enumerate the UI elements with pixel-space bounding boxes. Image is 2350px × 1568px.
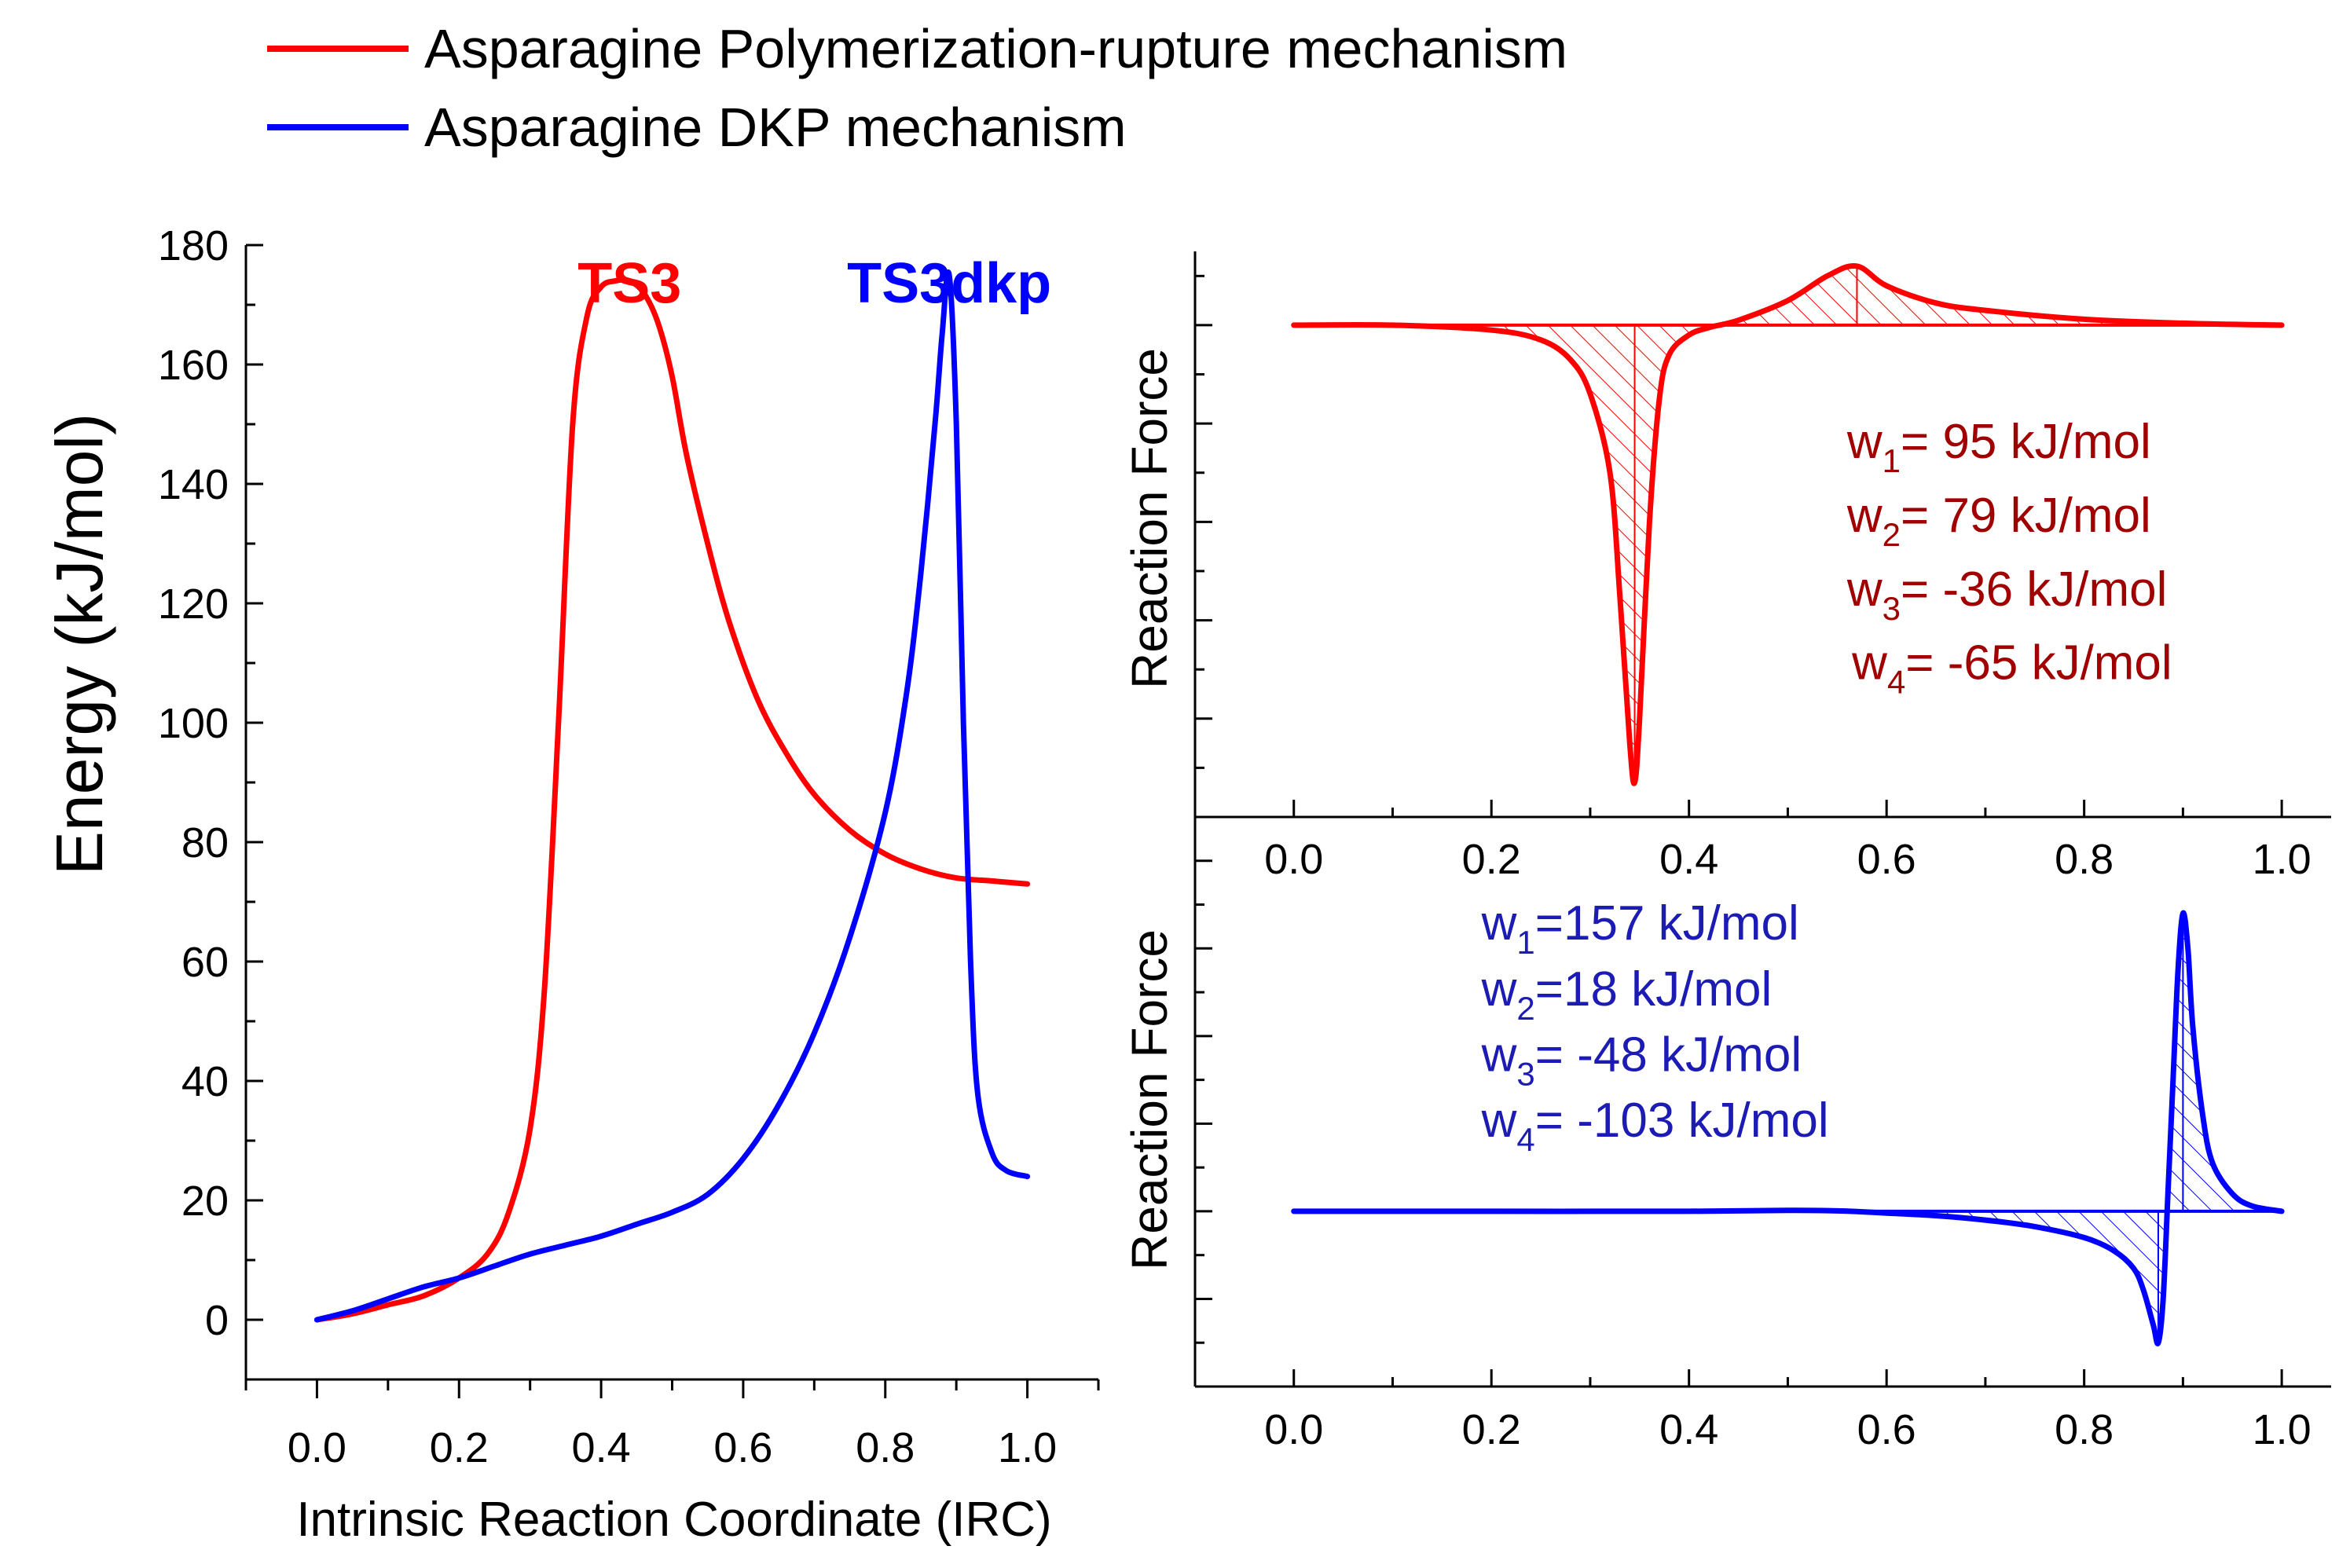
- energy-x-tick-label: 0.0: [288, 1424, 346, 1471]
- energy-line-dkp: [313, 269, 1031, 1323]
- legend-label-blue: Asparagine DKP mechanism: [424, 97, 1127, 158]
- energy-y-tick-label: 180: [158, 222, 229, 269]
- energy-x-ticks: 0.0 0.2 0.4 0.6 0.8 1.0: [244, 1379, 1100, 1471]
- force-red-work-label-4: w4= -65 kJ/mol: [1851, 636, 2172, 701]
- force-red-work-label-3: w3= -36 kJ/mol: [1846, 562, 2168, 627]
- force-red-x-tick-label: 0.4: [1659, 836, 1718, 883]
- force-blue-work-label-1: w1=157 kJ/mol: [1481, 896, 1799, 961]
- force-red-y-ticks: [1195, 274, 1212, 819]
- energy-x-tick-label: 0.8: [856, 1424, 915, 1471]
- energy-y-tick-label: 160: [158, 342, 229, 389]
- force-blue-y-axis-label: Reaction Force: [1121, 929, 1178, 1270]
- force-red-x-tick-label: 1.0: [2253, 836, 2312, 883]
- force-red-x-tick-label: 0.6: [1857, 836, 1916, 883]
- energy-y-tick-label: 0: [205, 1297, 229, 1344]
- energy-y-tick-label: 140: [158, 461, 229, 508]
- force-blue-x-tick-label: 0.0: [1264, 1406, 1323, 1453]
- energy-x-tick-label: 1.0: [998, 1424, 1057, 1471]
- force-red-work-label-1: w1= 95 kJ/mol: [1846, 415, 2151, 479]
- force-blue-x-tick-label: 0.6: [1857, 1406, 1916, 1453]
- energy-x-tick-label: 0.6: [713, 1424, 772, 1471]
- energy-annotation-ts3: TS3: [577, 252, 681, 315]
- energy-x-axis-label: Intrinsic Reaction Coordinate (IRC): [296, 1493, 1051, 1547]
- force-blue-x-tick-label: 0.8: [2055, 1406, 2114, 1453]
- energy-curves: [313, 269, 1031, 1323]
- force-blue-work-label-3: w3= -48 kJ/mol: [1481, 1028, 1802, 1092]
- legend-label-red: Asparagine Polymerization-rupture mechan…: [424, 18, 1567, 79]
- energy-line-polymerization: [313, 277, 1031, 1323]
- energy-y-ticks: 0 20 40 60 80 100 120 140 160 180: [158, 222, 263, 1381]
- force-red-work-label-2: w2= 79 kJ/mol: [1846, 489, 2151, 553]
- energy-y-tick-label: 80: [181, 819, 229, 866]
- force-blue-x-tick-label: 0.4: [1659, 1406, 1718, 1453]
- force-red-force-line: [1291, 262, 2285, 786]
- legend: Asparagine Polymerization-rupture mechan…: [267, 18, 1567, 158]
- force-blue-y-ticks: [1195, 815, 1212, 1388]
- energy-chart: 0 20 40 60 80 100 120 140 160 180 0.0 0.2 0.4 0.6 0.8…: [42, 222, 1100, 1547]
- energy-x-tick-label: 0.4: [572, 1424, 631, 1471]
- force-red-y-axis-label: Reaction Force: [1121, 348, 1178, 689]
- energy-annotations: TS3 TS3dkp: [577, 252, 1051, 315]
- force-red-x-ticks: 0.0 0.2 0.4 0.6 0.8 1.0: [1193, 800, 2312, 883]
- force-blue-work-label-4: w4= -103 kJ/mol: [1481, 1094, 1829, 1158]
- force-red-x-tick-label: 0.2: [1462, 836, 1521, 883]
- force-blue-x-ticks: 0.0 0.2 0.4 0.6 0.8 1.0: [1193, 1369, 2312, 1453]
- energy-y-tick-label: 20: [181, 1178, 229, 1225]
- reaction-force-chart-red: 0.0 0.2 0.4 0.6 0.8 1.0 w1= 95 kJ/mol w2= 79 k…: [1121, 251, 2331, 883]
- energy-annotation-ts3dkp: TS3dkp: [847, 252, 1051, 315]
- force-blue-plot: [1291, 910, 2285, 1346]
- energy-y-tick-label: 40: [181, 1058, 229, 1105]
- force-red-x-tick-label: 0.0: [1264, 836, 1323, 883]
- force-blue-x-tick-label: 1.0: [2253, 1406, 2312, 1453]
- energy-y-axis-label: Energy (kJ/mol): [42, 413, 116, 875]
- force-red-x-tick-label: 0.8: [2055, 836, 2114, 883]
- force-blue-force-line: [1291, 910, 2285, 1346]
- force-blue-work-label-2: w2=18 kJ/mol: [1481, 962, 1773, 1027]
- energy-y-tick-label: 100: [158, 700, 229, 747]
- force-blue-x-tick-label: 0.2: [1462, 1406, 1521, 1453]
- force-red-plot: [1291, 262, 2285, 786]
- energy-y-tick-label: 120: [158, 581, 229, 628]
- energy-y-tick-label: 60: [181, 939, 229, 986]
- energy-x-tick-label: 0.2: [430, 1424, 489, 1471]
- force-red-annotations: w1= 95 kJ/mol w2= 79 kJ/mol w3= -36 kJ/mol…: [1846, 415, 2172, 701]
